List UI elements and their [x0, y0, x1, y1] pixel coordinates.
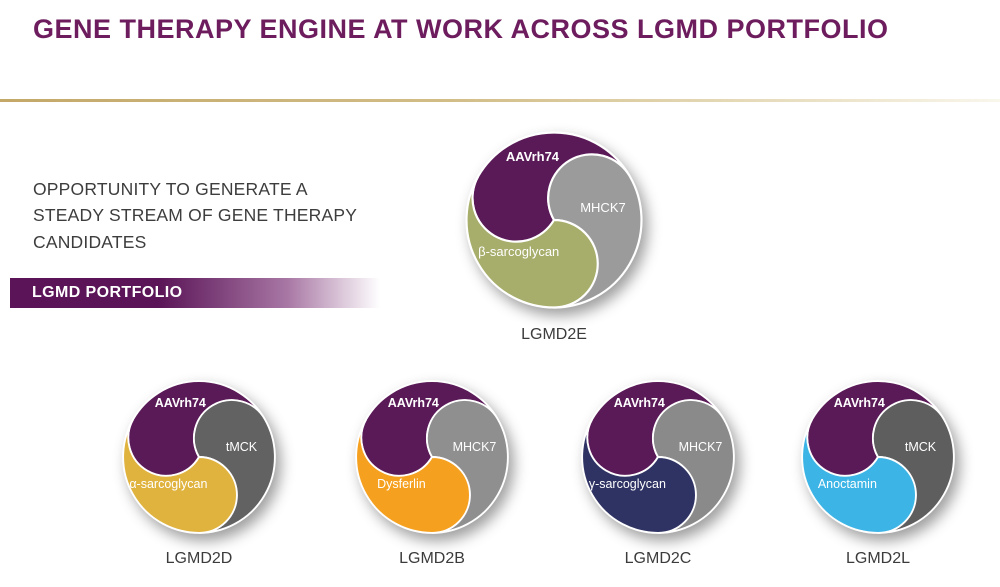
promoter-label: tMCK: [225, 440, 258, 454]
gene-label: β-sarcoglycan: [478, 243, 560, 259]
wheel-caption: LGMD2D: [165, 550, 233, 567]
gold-divider: [0, 99, 1000, 102]
wheel-lgmd2e: AAVrh74 MHCK7 β-sarcoglycan LGMD2E: [456, 122, 652, 343]
pinwheel-graphic: [581, 380, 735, 534]
pinwheel-graphic: [465, 131, 643, 309]
lgmd-portfolio-banner: LGMD PORTFOLIO: [10, 278, 380, 308]
gene-segment: [801, 418, 917, 534]
gene-label: Anoctamin: [817, 477, 877, 492]
wheel-lgmd2l: AAVrh74 tMCK Anoctamin LGMD2L: [793, 372, 963, 567]
gene-label: α-sarcoglycan: [129, 477, 208, 492]
wheel-caption: LGMD2B: [399, 550, 465, 567]
gene-segment: [122, 418, 238, 534]
intro-text: OPPORTUNITY TO GENERATE A STEADY STREAM …: [33, 179, 357, 252]
wheel-lgmd2c: AAVrh74 MHCK7 γ-sarcoglycan LGMD2C: [573, 372, 743, 567]
wheel-lgmd2b: AAVrh74 MHCK7 Dysferlin LGMD2B: [347, 372, 517, 567]
gene-label: Dysferlin: [377, 477, 426, 492]
page-title: GENE THERAPY ENGINE AT WORK ACROSS LGMD …: [33, 14, 889, 44]
wheel-caption: LGMD2L: [845, 550, 911, 567]
wheel-lgmd2d: AAVrh74 tMCK α-sarcoglycan LGMD2D: [114, 372, 284, 567]
vector-label: AAVrh74: [154, 395, 206, 410]
promoter-label: MHCK7: [678, 440, 723, 454]
pinwheel-graphic: [355, 380, 509, 534]
vector-label: AAVrh74: [833, 395, 885, 410]
gene-segment: [355, 418, 471, 534]
vector-label: AAVrh74: [387, 395, 439, 410]
promoter-label: MHCK7: [452, 440, 497, 454]
promoter-label: tMCK: [904, 440, 937, 454]
gene-segment: [465, 175, 599, 309]
wheel-caption: LGMD2C: [624, 550, 692, 567]
pinwheel-graphic: [122, 380, 276, 534]
vector-label: AAVrh74: [505, 149, 560, 165]
pinwheel-graphic: [801, 380, 955, 534]
gene-label: γ-sarcoglycan: [588, 477, 666, 492]
wheel-caption: LGMD2E: [521, 326, 587, 343]
promoter-label: MHCK7: [580, 200, 626, 216]
gene-segment: [581, 418, 697, 534]
vector-label: AAVrh74: [613, 395, 665, 410]
